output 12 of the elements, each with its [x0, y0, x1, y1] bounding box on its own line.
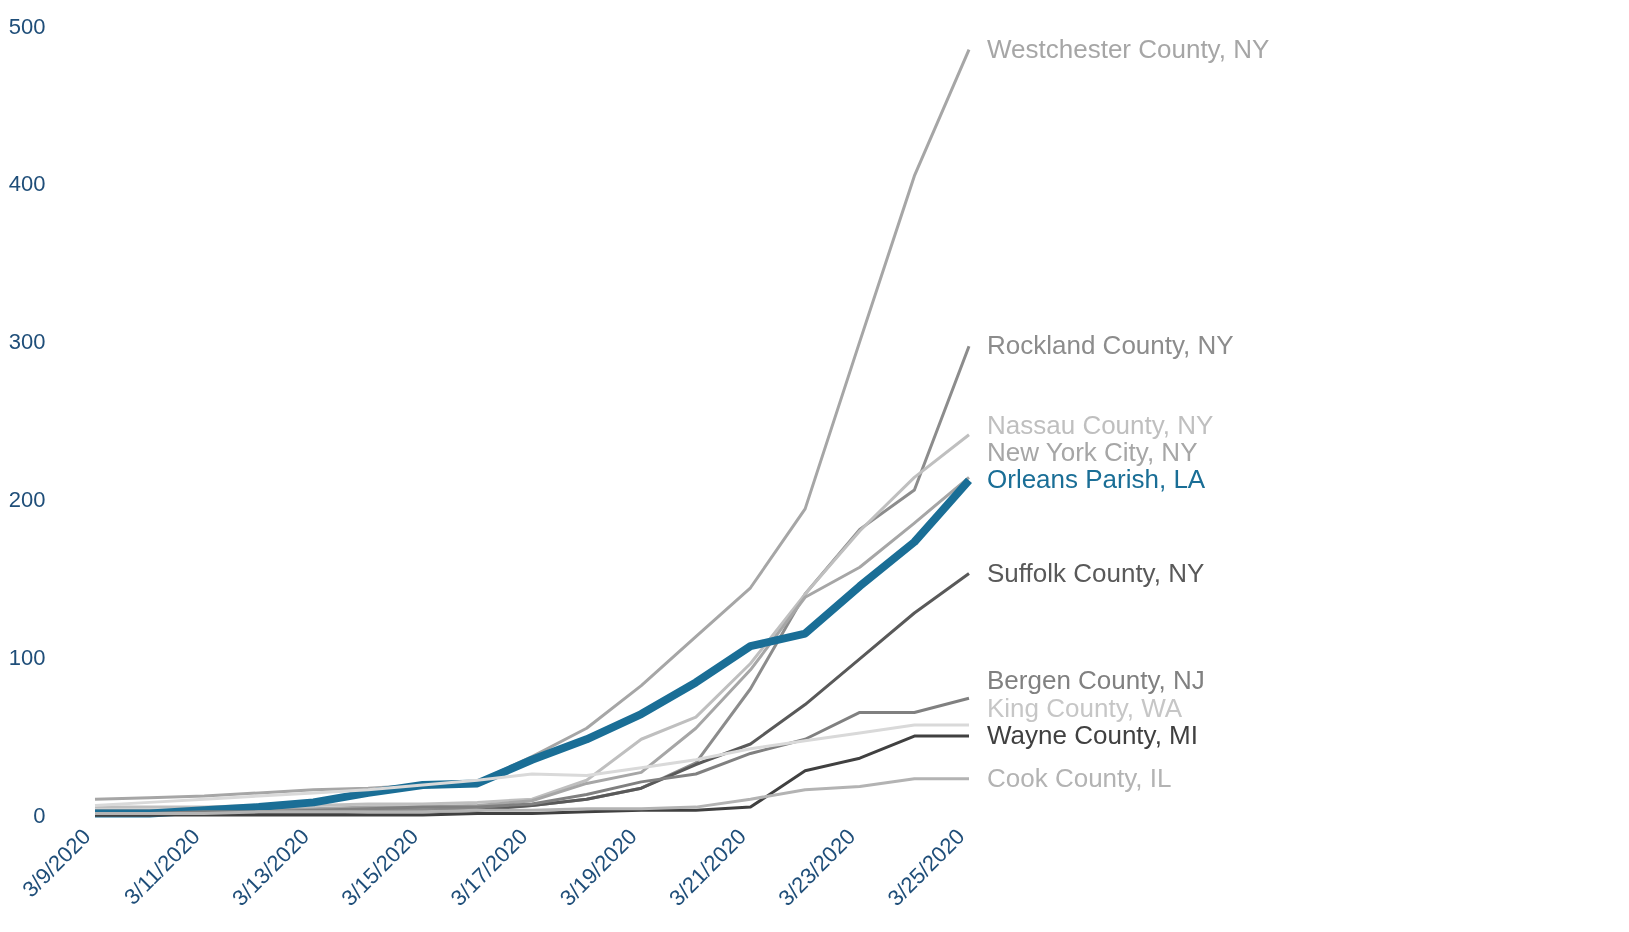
y-tick-label: 300: [8, 329, 46, 355]
series-label: Nassau County, NY: [987, 409, 1214, 440]
y-tick-label: 500: [8, 13, 46, 39]
series-label: Bergen County, NJ: [987, 665, 1205, 696]
series-label: Westchester County, NY: [987, 33, 1270, 64]
y-tick-label: 100: [8, 644, 46, 670]
y-tick-label: 400: [8, 171, 46, 197]
series-label: Cook County, IL: [987, 762, 1172, 793]
series-label: Suffolk County, NY: [987, 557, 1205, 588]
y-tick-label: 200: [8, 486, 46, 512]
series-label: Rockland County, NY: [987, 330, 1234, 361]
y-tick-label: 0: [33, 802, 46, 828]
